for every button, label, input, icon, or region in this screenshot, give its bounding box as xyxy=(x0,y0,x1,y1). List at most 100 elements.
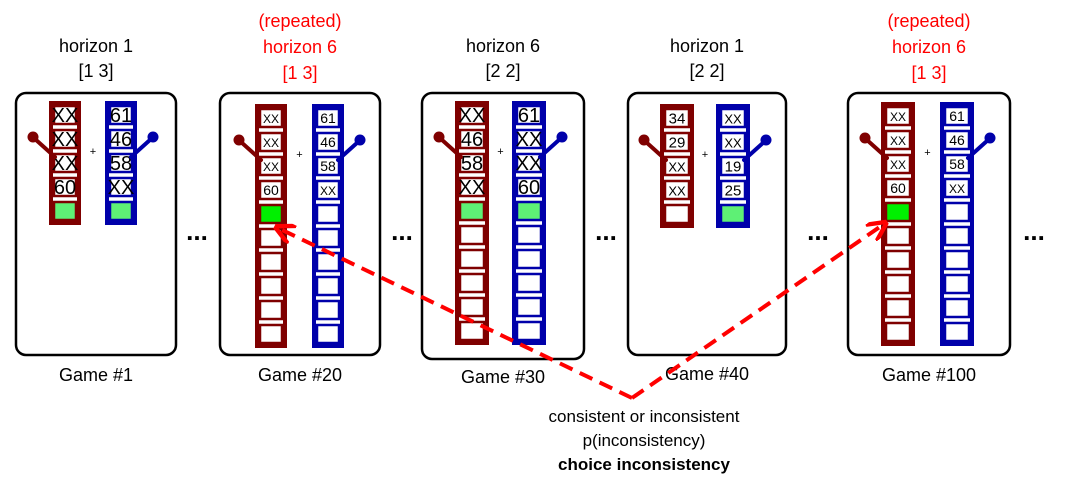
bandit-outcome: 46 xyxy=(110,129,132,151)
bandit-cell xyxy=(663,203,691,225)
bandit-cell xyxy=(663,179,691,201)
left-bandit-column: 34 29 XX XX xyxy=(660,104,694,228)
bandit-outcome: XX xyxy=(263,160,279,174)
bandit-cell xyxy=(515,248,543,270)
game-panel: (repeated) horizon 6 [1 3] XX XX XX 60 61 46 58 XX… xyxy=(218,11,382,385)
bandit-cell xyxy=(719,179,747,201)
bandit-cell xyxy=(315,299,341,321)
game-header-line: [2 2] xyxy=(485,61,520,81)
choice-green-cell xyxy=(458,200,486,222)
left-lever-icon xyxy=(27,131,57,159)
bandit-outcome: 61 xyxy=(320,110,336,126)
bandit-cell xyxy=(884,129,912,151)
bandit-cell xyxy=(258,179,284,201)
bandit-cell xyxy=(884,105,912,127)
bandit-cell xyxy=(943,177,971,199)
bandit-outcome: 29 xyxy=(669,134,686,151)
game-box xyxy=(626,91,788,357)
plus-sign: + xyxy=(90,146,96,158)
bandit-outcome: 61 xyxy=(110,105,132,127)
ellipsis: ... xyxy=(807,216,829,246)
bandit-cell xyxy=(943,225,971,247)
bandit-outcome: 25 xyxy=(725,182,742,199)
caption: consistent or inconsistent p(inconsisten… xyxy=(549,407,740,474)
bandit-cell xyxy=(884,177,912,199)
bandit-cell xyxy=(515,176,543,198)
bandit-cell xyxy=(663,107,691,129)
bandit-cell xyxy=(258,107,284,129)
bandit-outcome: XX xyxy=(108,177,135,199)
right-lever-icon xyxy=(742,134,772,162)
bandit-cell xyxy=(884,321,912,343)
bandit-cell xyxy=(258,227,284,249)
bandit-cell xyxy=(52,176,78,198)
bandit-outcome: 60 xyxy=(890,180,906,196)
ellipsis: ... xyxy=(1023,216,1045,246)
bandit-cell xyxy=(315,275,341,297)
bandit-cell xyxy=(515,128,543,150)
bandit-outcome: 60 xyxy=(518,177,540,199)
choice-green-cell xyxy=(719,203,747,225)
choice-green-cell xyxy=(52,200,78,222)
bandit-cell xyxy=(52,152,78,174)
bandit-cell xyxy=(315,107,341,129)
game-box xyxy=(218,91,382,357)
bandit-cell xyxy=(458,224,486,246)
bandit-cell xyxy=(515,320,543,342)
bandit-outcome: 58 xyxy=(320,158,336,174)
bandit-outcome: XX xyxy=(459,177,486,199)
bandit-outcome: 19 xyxy=(725,158,742,175)
bandit-cell xyxy=(943,321,971,343)
bandit-outcome: XX xyxy=(724,111,742,126)
bandit-cell xyxy=(315,155,341,177)
bandit-cell xyxy=(258,155,284,177)
bandit-cell xyxy=(515,224,543,246)
bandit-cell xyxy=(458,128,486,150)
bandit-cell xyxy=(884,297,912,319)
choice-green-cell xyxy=(515,200,543,222)
plus-sign: + xyxy=(702,149,708,161)
bandit-cell xyxy=(663,155,691,177)
bandit-outcome: 46 xyxy=(949,132,965,148)
bandit-cell xyxy=(108,128,134,150)
bandit-cell xyxy=(943,297,971,319)
bandit-cell xyxy=(458,104,486,126)
game-label: Game #40 xyxy=(665,364,749,384)
bandit-cell xyxy=(258,251,284,273)
bandit-cell xyxy=(108,176,134,198)
bandit-cell xyxy=(52,128,78,150)
caption-line-1: consistent or inconsistent xyxy=(549,407,740,426)
right-lever-icon xyxy=(538,131,568,159)
game-header-line: [1 3] xyxy=(911,63,946,83)
right-lever-icon xyxy=(336,134,366,162)
arrow-to-game-100 xyxy=(630,224,884,400)
bandit-cell xyxy=(884,273,912,295)
game-box xyxy=(846,91,1012,357)
right-bandit-column: XX XX 19 25 xyxy=(716,104,750,228)
right-lever-icon xyxy=(129,131,159,159)
bandit-outcome: 46 xyxy=(461,129,483,151)
bandit-outcome: XX xyxy=(459,105,486,127)
choice-green-cell xyxy=(108,200,134,222)
bandit-cell xyxy=(884,153,912,175)
game-header-line: horizon 6 xyxy=(892,37,966,57)
bandit-cell xyxy=(52,104,78,126)
bandit-outcome: XX xyxy=(724,135,742,150)
caption-line-3: choice inconsistency xyxy=(558,455,730,474)
bandit-cell xyxy=(884,249,912,271)
bandit-outcome: XX xyxy=(949,182,965,196)
ellipsis-row: ............... xyxy=(186,216,1045,246)
bandit-cell xyxy=(315,203,341,225)
right-lever-icon xyxy=(966,132,996,160)
bandit-outcome: 58 xyxy=(461,153,483,175)
bandit-outcome: 34 xyxy=(669,110,686,127)
game-header-line: horizon 6 xyxy=(466,36,540,56)
bandit-cell xyxy=(884,225,912,247)
bandit-cell xyxy=(515,296,543,318)
caption-line-2: p(inconsistency) xyxy=(583,431,706,450)
